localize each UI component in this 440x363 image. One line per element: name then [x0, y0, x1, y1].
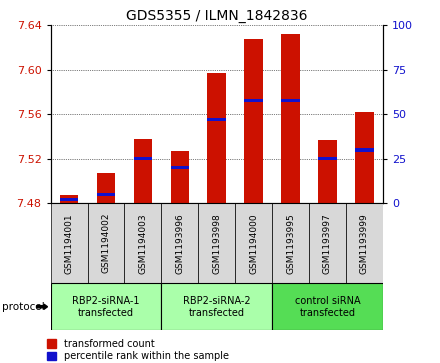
Bar — [97, 193, 115, 196]
Text: GSM1193998: GSM1193998 — [212, 213, 221, 274]
Text: GSM1193997: GSM1193997 — [323, 213, 332, 274]
Text: GSM1194003: GSM1194003 — [138, 213, 147, 274]
Bar — [97, 173, 115, 203]
Bar — [60, 196, 78, 203]
Bar — [318, 140, 337, 203]
Bar — [125, 203, 161, 283]
Bar — [272, 203, 309, 283]
Bar — [51, 203, 88, 283]
Bar — [51, 283, 161, 330]
Bar — [161, 283, 272, 330]
Bar — [134, 157, 152, 160]
Bar — [235, 203, 272, 283]
Bar — [309, 203, 346, 283]
Bar — [244, 98, 263, 102]
Bar — [161, 203, 198, 283]
Bar — [346, 203, 383, 283]
Legend: transformed count, percentile rank within the sample: transformed count, percentile rank withi… — [47, 339, 229, 361]
Bar — [208, 118, 226, 121]
Text: GSM1193996: GSM1193996 — [175, 213, 184, 274]
Bar — [171, 151, 189, 203]
Bar — [134, 139, 152, 203]
Text: protocol: protocol — [2, 302, 45, 312]
Bar — [281, 34, 300, 203]
Bar — [171, 166, 189, 169]
Bar — [244, 39, 263, 203]
Text: GSM1194001: GSM1194001 — [65, 213, 73, 274]
Text: RBP2-siRNA-1
transfected: RBP2-siRNA-1 transfected — [72, 296, 140, 318]
Bar — [355, 112, 374, 203]
Text: GSM1193999: GSM1193999 — [360, 213, 369, 274]
Text: GSM1194000: GSM1194000 — [249, 213, 258, 274]
Text: RBP2-siRNA-2
transfected: RBP2-siRNA-2 transfected — [183, 296, 250, 318]
Text: control siRNA
transfected: control siRNA transfected — [295, 296, 360, 318]
Bar — [281, 98, 300, 102]
Bar — [355, 148, 374, 151]
Bar — [272, 283, 383, 330]
Title: GDS5355 / ILMN_1842836: GDS5355 / ILMN_1842836 — [126, 9, 308, 23]
Bar — [198, 203, 235, 283]
Bar — [60, 198, 78, 201]
Text: GSM1194002: GSM1194002 — [102, 213, 110, 273]
Bar — [318, 157, 337, 160]
Text: GSM1193995: GSM1193995 — [286, 213, 295, 274]
Bar — [208, 73, 226, 203]
Bar — [88, 203, 125, 283]
